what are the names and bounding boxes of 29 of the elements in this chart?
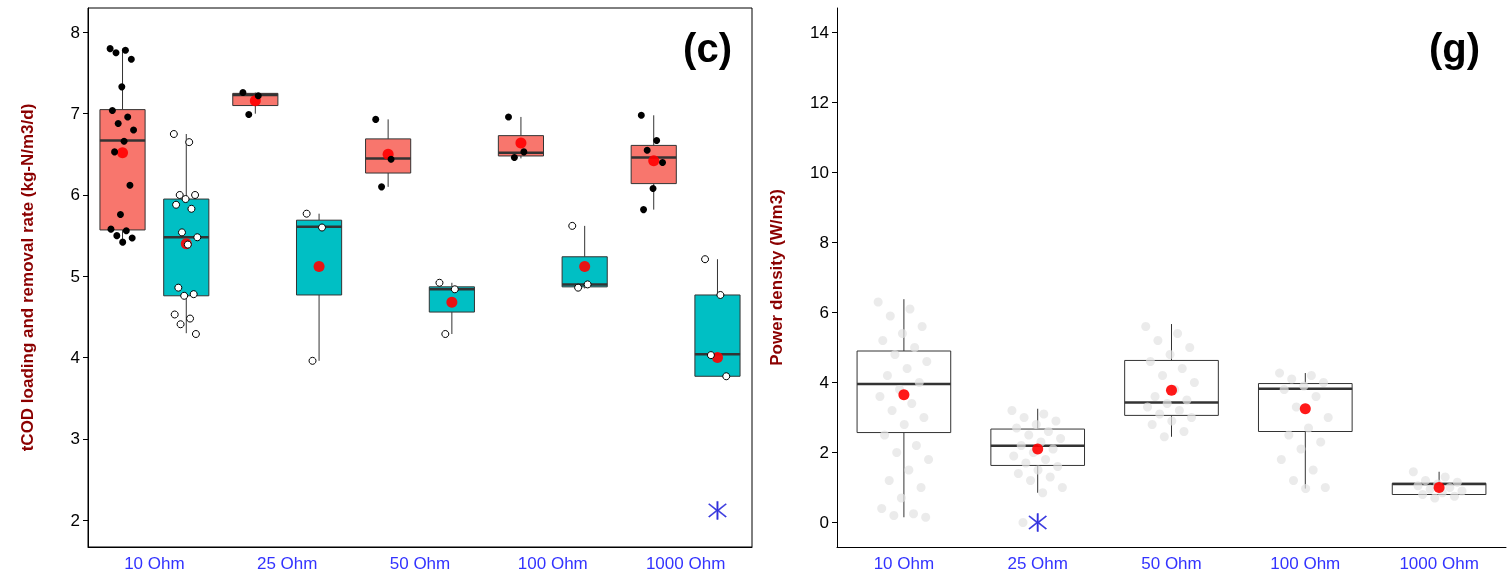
y-tick-label: 4: [70, 348, 80, 368]
y-axis-title: tCOD loading and removal rate (kg-N/m3/d): [18, 103, 37, 452]
annotation: (c): [683, 26, 732, 70]
y-tick-label: 5: [70, 266, 80, 286]
y-tick-label: 4: [819, 373, 829, 392]
annotation: (g): [1428, 26, 1480, 70]
y-tick-label: 2: [70, 510, 80, 530]
y-tick-label: 8: [819, 233, 829, 252]
y-tick-label: 10: [810, 163, 829, 182]
y-tick-label: 8: [70, 22, 80, 42]
y-tick-label: 6: [70, 185, 80, 205]
y-tick-label: 6: [819, 303, 829, 322]
y-tick-label: 12: [810, 93, 829, 112]
x-tick-label: 10 Ohm: [873, 554, 935, 573]
x-tick-label: 50 Ohm: [389, 554, 451, 573]
y-axis-title: Power density (W/m3): [767, 189, 786, 366]
y-tick-label: 14: [810, 23, 829, 42]
x-tick-label: 50 Ohm: [1141, 554, 1202, 573]
y-tick-label: 2: [819, 443, 829, 462]
x-tick-label: 100 Ohm: [517, 554, 588, 573]
x-tick-label: 100 Ohm: [1270, 554, 1341, 573]
x-tick-label: 25 Ohm: [256, 554, 318, 573]
x-tick-label: 25 Ohm: [1007, 554, 1068, 573]
y-tick-label: 0: [819, 513, 829, 532]
x-tick-label: 10 Ohm: [124, 554, 185, 573]
y-tick-label: 7: [70, 104, 80, 124]
x-tick-label: 1000 Ohm: [645, 554, 726, 573]
x-tick-label: 1000 Ohm: [1399, 554, 1479, 573]
y-tick-label: 3: [70, 429, 80, 449]
